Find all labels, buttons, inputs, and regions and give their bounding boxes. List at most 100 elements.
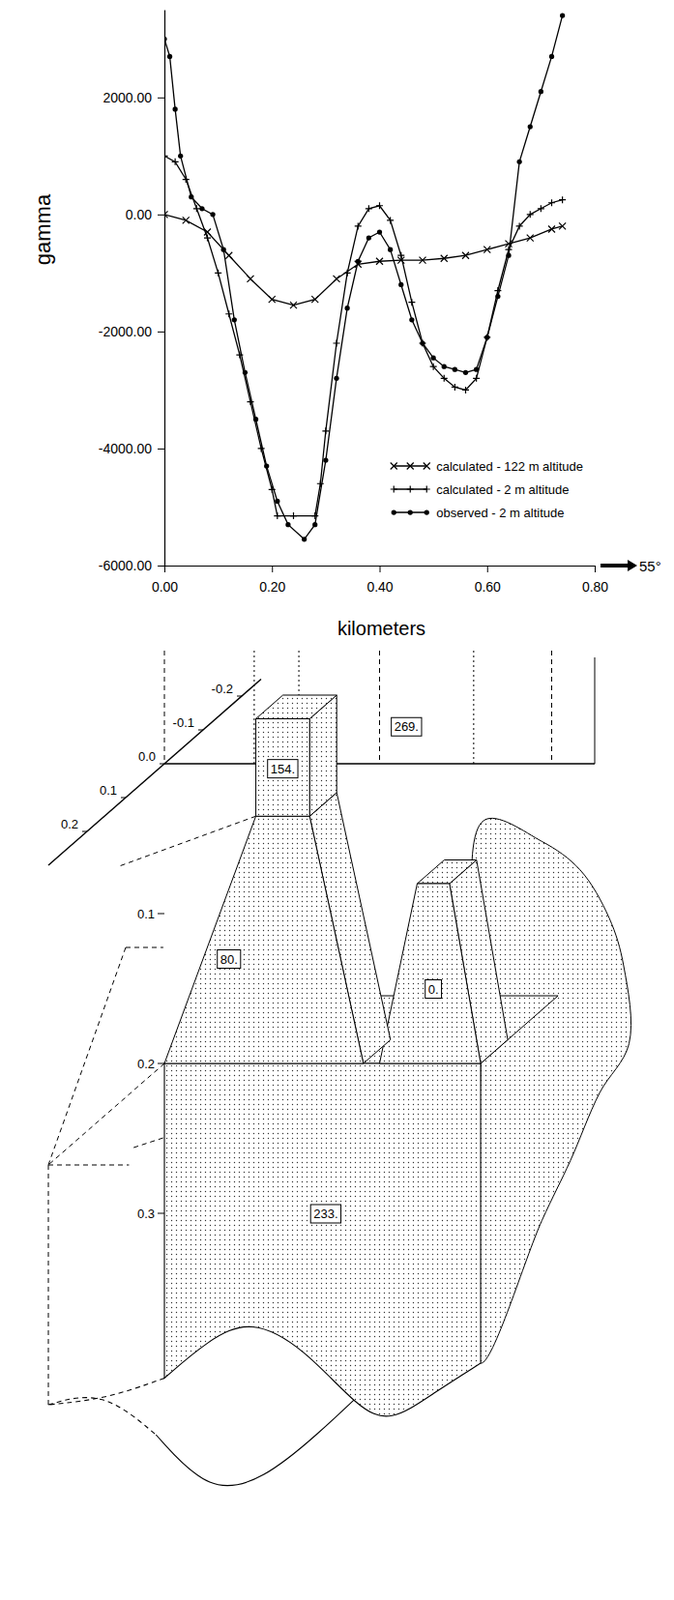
figure: -6000.00-4000.00-2000.000.002000.000.000… — [0, 0, 674, 1600]
body-label-text: 233. — [313, 1206, 338, 1222]
legend-swatch-marker — [407, 486, 414, 494]
x-axis-tick-label: 0.20 — [259, 579, 286, 595]
body-154-top — [256, 695, 338, 720]
x-axis-tick-mark — [594, 565, 596, 573]
marker — [333, 275, 341, 283]
body-label-text: 154. — [270, 761, 295, 777]
series-line — [164, 214, 563, 306]
marker — [452, 367, 458, 373]
x-axis-tick: 0.60 — [474, 565, 501, 595]
oblique-axis-tick — [236, 696, 242, 698]
x-axis-tick-mark — [380, 565, 381, 573]
marker — [225, 252, 233, 260]
marker — [558, 196, 566, 204]
x-axis-tick: 0.20 — [259, 565, 286, 595]
marker — [355, 259, 361, 264]
base-curve — [155, 1390, 365, 1487]
x-axis-tick: 0.80 — [582, 565, 609, 595]
marker — [263, 463, 269, 469]
marker — [247, 275, 255, 283]
hidden-edge — [48, 1165, 129, 1167]
y-axis: -6000.00-4000.00-2000.000.002000.00 — [98, 10, 166, 574]
hidden-edge — [48, 1165, 50, 1406]
oblique-axis-line — [48, 679, 262, 867]
marker — [167, 54, 173, 59]
marker — [344, 269, 352, 277]
legend-swatch-marker — [391, 509, 397, 515]
marker — [199, 205, 205, 211]
marker — [473, 367, 479, 373]
surface-edge — [594, 657, 596, 764]
marker — [312, 522, 318, 528]
depth-axis-tick — [157, 1063, 165, 1065]
marker — [462, 252, 469, 260]
legend-swatch-marker — [390, 463, 398, 470]
marker — [386, 216, 394, 224]
hidden-base — [48, 1398, 156, 1436]
body-label-box — [391, 717, 422, 736]
marker — [558, 222, 566, 230]
y-axis-title: gamma — [30, 193, 56, 265]
body-0-front — [380, 883, 482, 1064]
marker — [419, 257, 427, 264]
marker — [285, 522, 291, 528]
marker — [409, 317, 414, 323]
marker — [354, 222, 362, 230]
marker — [366, 234, 372, 240]
marker — [209, 211, 215, 217]
marker — [164, 36, 168, 42]
x-axis-tick-mark — [164, 565, 166, 573]
y-axis-tick-label: -4000.00 — [98, 440, 152, 457]
marker — [172, 158, 179, 166]
y-axis-tick-label: 0.00 — [125, 206, 152, 223]
body-label-text: 0. — [428, 982, 440, 997]
block-diagram: -0.2-0.10.00.10.20.10.20.3269.154.80.0.2… — [48, 650, 632, 1487]
marker — [441, 364, 447, 370]
marker — [232, 317, 237, 323]
legend-label: calculated - 2 m altitude — [436, 482, 569, 498]
marker — [322, 457, 328, 463]
marker — [214, 269, 222, 277]
y-axis-tick-mark — [157, 565, 165, 567]
y-axis-tick-mark — [157, 448, 165, 450]
marker — [527, 210, 534, 218]
marker — [408, 298, 415, 306]
y-axis-tick-mark — [157, 331, 165, 333]
marker — [188, 194, 194, 200]
guide-line — [379, 650, 381, 764]
guide-line — [164, 650, 166, 764]
marker — [484, 334, 490, 340]
depth-axis-label: 0.3 — [137, 1206, 155, 1222]
marker — [376, 202, 383, 209]
x-axis-tick-mark — [487, 565, 489, 573]
x-axis-tick-label: 0.00 — [151, 579, 178, 595]
y-axis-tick-label: -2000.00 — [98, 323, 152, 340]
x-axis-tick: 0.40 — [366, 565, 393, 595]
hidden-edge — [125, 947, 164, 949]
y-axis-tick: -2000.00 — [98, 323, 165, 340]
oblique-axis-label: -0.1 — [173, 715, 195, 731]
marker — [538, 88, 544, 94]
marker — [516, 222, 524, 230]
depth-axis-tick — [157, 1213, 165, 1215]
x-axis-tick-label: 0.60 — [474, 579, 501, 595]
direction-label: 55° — [639, 557, 662, 575]
marker — [365, 205, 373, 212]
body-label-box — [310, 1204, 341, 1224]
y-axis-tick-mark — [157, 97, 165, 99]
body-label: 80. — [217, 950, 241, 969]
legend-item: observed - 2 m altitude — [391, 505, 565, 521]
marker — [173, 106, 178, 112]
marker — [377, 229, 382, 235]
marker — [274, 498, 280, 504]
oblique-axis-tick — [82, 831, 88, 833]
body-154-front — [256, 719, 311, 818]
oblique-axis-label: -0.2 — [211, 681, 234, 697]
marker — [290, 512, 297, 520]
body-label-box — [425, 980, 442, 999]
legend-item: calculated - 122 m altitude — [390, 459, 584, 474]
marker — [463, 370, 469, 376]
legend-swatch-marker — [407, 463, 414, 470]
marker — [290, 301, 297, 309]
marker — [204, 234, 211, 242]
